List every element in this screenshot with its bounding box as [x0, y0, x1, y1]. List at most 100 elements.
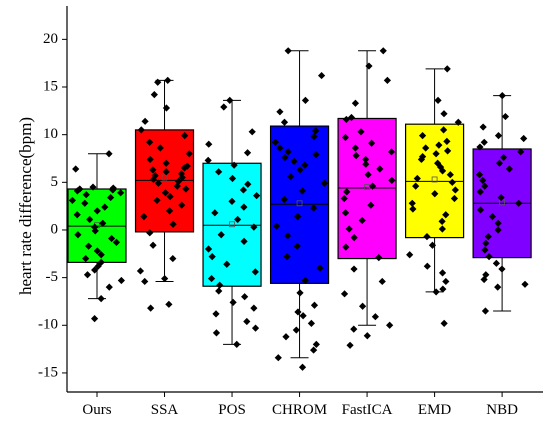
data-point [371, 313, 379, 321]
data-point [482, 271, 490, 279]
data-point [494, 219, 502, 227]
data-point [280, 118, 289, 126]
data-point [137, 126, 145, 134]
y-tick-label: 0 [51, 221, 59, 237]
data-point [310, 301, 319, 309]
box-group-ours [67, 150, 127, 323]
data-point [498, 91, 506, 100]
data-point [342, 115, 350, 124]
data-point [383, 76, 391, 84]
box-group-chrom [269, 47, 330, 371]
data-point [428, 241, 437, 249]
data-point [438, 269, 447, 277]
data-point [310, 346, 318, 354]
y-tick-label: 15 [43, 78, 58, 94]
data-point [340, 194, 348, 203]
data-point [82, 191, 90, 199]
data-point [296, 289, 304, 297]
data-point [517, 148, 525, 156]
data-point [164, 76, 172, 84]
data-point [73, 187, 81, 195]
data-point [443, 65, 451, 73]
data-point [362, 155, 370, 164]
data-point [178, 201, 186, 209]
data-point [248, 128, 256, 136]
y-tick-label: -15 [38, 364, 58, 380]
data-point [156, 144, 164, 152]
axes: -15 -10 -5 0 5 10 15 20 Ours SSA POS CHROM FastICA EM… [38, 6, 543, 418]
data-point [228, 197, 236, 205]
data-point [448, 178, 456, 186]
data-point [97, 294, 105, 303]
data-point [481, 182, 489, 190]
data-point [476, 188, 484, 196]
data-point [341, 209, 350, 217]
data-point [234, 215, 242, 224]
data-point [85, 242, 93, 250]
box-group-nbd [472, 91, 532, 315]
data-point [476, 206, 485, 214]
data-point [351, 99, 360, 107]
data-point [244, 180, 252, 188]
data-point [149, 166, 157, 174]
data-point [229, 298, 237, 307]
data-point [294, 308, 302, 316]
data-point [362, 160, 370, 168]
data-point [419, 152, 427, 161]
data-point [141, 117, 149, 125]
data-point [154, 179, 163, 187]
data-point [363, 332, 371, 340]
data-point [284, 232, 292, 240]
data-point [276, 108, 284, 116]
data-point [166, 193, 174, 201]
data-point [479, 123, 487, 131]
data-point [204, 245, 213, 253]
data-point [437, 163, 445, 171]
x-tick-label-pos: POS [218, 402, 246, 418]
data-point [340, 290, 349, 298]
data-point [442, 211, 450, 219]
data-point [378, 277, 386, 286]
data-point [435, 141, 443, 149]
data-point [301, 161, 309, 169]
y-tick-label: -5 [46, 269, 59, 285]
data-point [442, 277, 450, 286]
data-point [282, 333, 290, 341]
data-point [217, 231, 225, 239]
data-point [379, 47, 387, 55]
data-point [299, 312, 307, 320]
data-point [141, 277, 149, 286]
data-point [485, 253, 493, 261]
data-point [240, 203, 248, 211]
data-point [438, 167, 447, 175]
data-point [358, 302, 367, 310]
data-point [68, 196, 77, 205]
data-point [310, 204, 318, 212]
data-point [241, 293, 249, 301]
data-point [480, 138, 488, 146]
data-point [312, 340, 320, 348]
box-group-ssa [134, 76, 195, 312]
data-point [364, 171, 372, 179]
data-point [239, 186, 248, 194]
data-point [274, 354, 282, 362]
data-point [90, 315, 99, 323]
data-point [276, 144, 284, 152]
data-point [146, 155, 154, 164]
data-point [223, 260, 231, 268]
data-point [505, 165, 514, 173]
data-point [350, 265, 358, 273]
data-point [408, 199, 416, 207]
data-point [320, 179, 329, 187]
data-point [307, 319, 315, 327]
data-point [450, 194, 459, 203]
data-point [109, 186, 117, 194]
data-point [406, 251, 414, 259]
data-point [169, 254, 177, 263]
box-group-pos [202, 96, 262, 348]
data-point [207, 274, 216, 283]
y-tick-label: 5 [51, 174, 59, 190]
data-point [105, 150, 113, 158]
data-point [451, 186, 459, 194]
